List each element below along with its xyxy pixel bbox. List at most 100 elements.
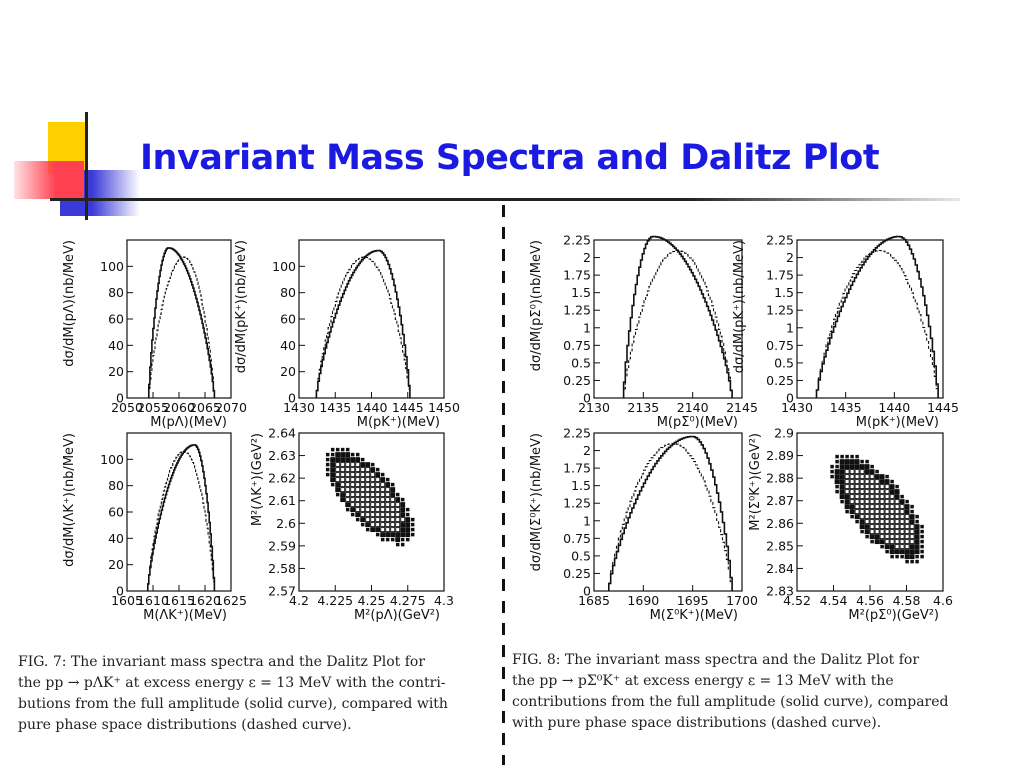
solid-curve (315, 249, 411, 398)
dalitz-point (390, 507, 396, 513)
x-tick-label: 2070 (215, 400, 247, 415)
dalitz-point (385, 517, 391, 523)
dalitz-point (355, 517, 360, 522)
dalitz-point (330, 462, 336, 468)
x-tick-label: 4.275 (390, 593, 426, 608)
dalitz-point (350, 482, 356, 488)
plot-frame (298, 239, 445, 399)
dalitz-point (914, 539, 920, 545)
dalitz-point (910, 509, 914, 514)
x-tick-label: 4.54 (820, 593, 848, 608)
dalitz-point (365, 487, 371, 493)
dalitz-point (830, 469, 834, 474)
x-tick-label: 4.58 (893, 593, 921, 608)
y-tick-label: 60 (280, 312, 296, 327)
dalitz-point (909, 529, 915, 535)
dalitz-point (864, 504, 870, 510)
dalitz-point (405, 512, 410, 517)
dalitz-point (904, 554, 910, 560)
dalitz-point (400, 537, 405, 542)
dalitz-point (865, 534, 869, 539)
dalitz-point (894, 544, 900, 550)
plot-frame (593, 239, 743, 399)
dalitz-point (874, 539, 880, 545)
y-tick-label: 0 (116, 584, 124, 599)
dalitz-point (879, 494, 885, 500)
dalitz-point (874, 509, 880, 515)
dalitz-point (909, 534, 915, 540)
plot-frame (593, 432, 743, 592)
dalitz-point (840, 454, 844, 459)
dalitz-point (385, 522, 391, 528)
solid-curve (815, 235, 939, 398)
slide-title: Invariant Mass Spectra and Dalitz Plot (140, 138, 880, 178)
y-tick-label: 2.25 (563, 426, 591, 441)
dalitz-point (890, 479, 894, 484)
dalitz-point (385, 497, 391, 503)
dalitz-point (845, 509, 849, 514)
y-axis-label: dσ/dM(ΛK⁺)(nb/MeV) (62, 433, 77, 567)
dalitz-point (839, 494, 845, 500)
dalitz-point (894, 514, 900, 520)
dalitz-point (835, 489, 839, 494)
dalitz-point (385, 532, 391, 538)
dalitz-point (360, 507, 366, 513)
dalitz-point (355, 497, 361, 503)
dalitz-point (874, 474, 880, 480)
dalitz-point (864, 484, 870, 490)
dalitz-point (380, 492, 386, 498)
dalitz-point (390, 522, 396, 528)
dalitz-point (854, 509, 860, 515)
dalitz-point (335, 477, 341, 483)
dalitz-point (360, 497, 366, 503)
dalitz-point (915, 559, 919, 564)
x-tick-label: 2050 (111, 400, 143, 415)
dalitz-point (864, 474, 870, 480)
dalitz-point (355, 487, 361, 493)
y-tick-label: 1.75 (563, 268, 591, 283)
dalitz-point (335, 482, 341, 488)
y-tick-label: 40 (108, 338, 124, 353)
dalitz-point (884, 504, 890, 510)
dalitz-point (335, 462, 341, 468)
caption-line: the pp → pΣ⁰K⁺ at excess energy ε = 13 M… (512, 673, 894, 689)
dalitz-point (910, 559, 914, 564)
dalitz-point (865, 459, 869, 464)
dalitz-point (874, 479, 880, 485)
dalitz-point (395, 532, 401, 538)
dalitz-point (345, 462, 351, 468)
dalitz-point (859, 509, 865, 515)
dalitz-point (380, 482, 386, 488)
dalitz-point (904, 504, 910, 510)
dalitz-point (885, 549, 889, 554)
dalitz-point (345, 472, 351, 478)
dalitz-point (904, 549, 910, 555)
dalitz-point (839, 459, 845, 465)
dalitz-point (879, 529, 885, 535)
dalitz-point (854, 464, 860, 470)
dalitz-point (405, 507, 410, 512)
dalitz-point (395, 497, 401, 503)
dalitz-point (869, 519, 875, 525)
dalitz-point (400, 522, 406, 528)
dalitz-point (870, 464, 874, 469)
dalitz-point (400, 542, 405, 547)
dalitz-point (869, 469, 875, 475)
x-axis-label: M(pK⁺)(MeV) (856, 415, 939, 430)
dalitz-point (849, 469, 855, 475)
y-tick-label: 2.6 (276, 516, 296, 531)
dalitz-point (845, 454, 849, 459)
dalitz-point (380, 472, 385, 477)
y-tick-label: 0 (116, 391, 124, 406)
dalitz-point (360, 492, 366, 498)
dalitz-point (869, 534, 875, 540)
dalitz-point (340, 487, 346, 493)
dalitz-point (864, 524, 870, 530)
dalitz-point (355, 512, 361, 518)
dalitz-point (325, 452, 330, 457)
dalitz-point (894, 494, 900, 500)
dalitz-point (889, 549, 895, 555)
figure-separator (502, 205, 505, 765)
dalitz-point (375, 467, 380, 472)
dalitz-point (380, 527, 386, 533)
